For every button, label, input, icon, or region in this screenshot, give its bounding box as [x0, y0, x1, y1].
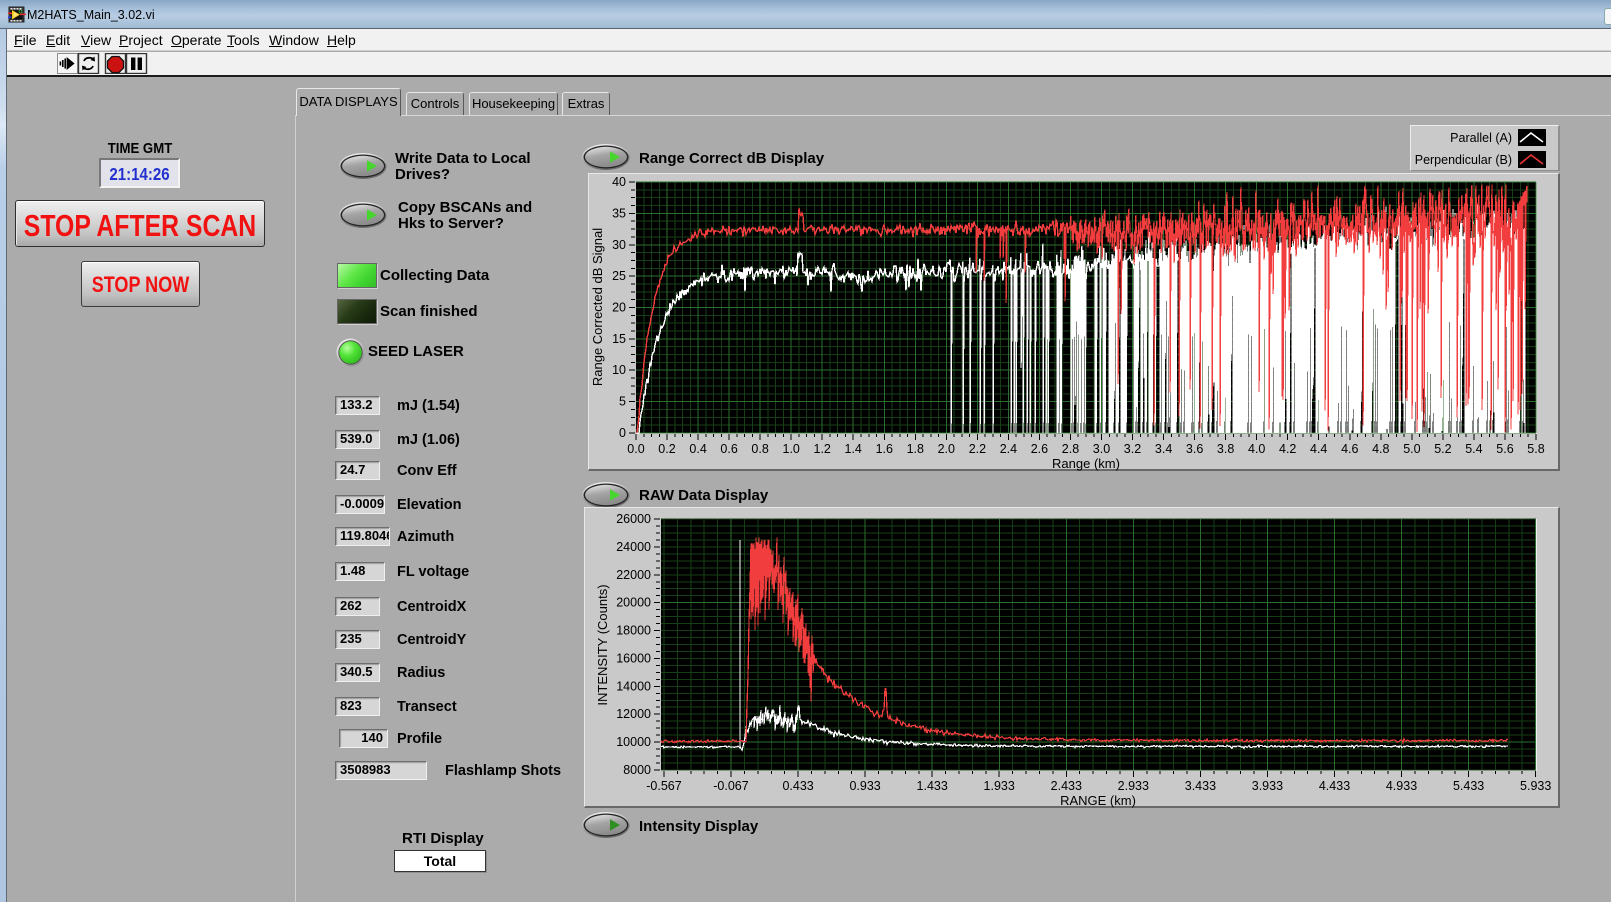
svg-text:2.933: 2.933 [1118, 779, 1149, 793]
svg-text:1.8: 1.8 [907, 442, 924, 456]
svg-text:18000: 18000 [616, 624, 651, 638]
svg-text:3.2: 3.2 [1124, 442, 1141, 456]
svg-text:2.2: 2.2 [969, 442, 986, 456]
svg-text:4.433: 4.433 [1319, 779, 1350, 793]
svg-text:0.933: 0.933 [849, 779, 880, 793]
svg-text:-0.567: -0.567 [646, 779, 681, 793]
svg-text:INTENSITY (Counts): INTENSITY (Counts) [595, 584, 610, 705]
svg-text:2.8: 2.8 [1062, 442, 1079, 456]
svg-text:5.0: 5.0 [1403, 442, 1420, 456]
svg-text:3.0: 3.0 [1093, 442, 1110, 456]
svg-text:5.933: 5.933 [1520, 779, 1551, 793]
svg-text:1.6: 1.6 [876, 442, 893, 456]
svg-text:1.0: 1.0 [783, 442, 800, 456]
svg-text:0.0: 0.0 [627, 442, 644, 456]
svg-text:3.8: 3.8 [1217, 442, 1234, 456]
svg-text:10: 10 [612, 363, 626, 377]
svg-text:0.4: 0.4 [689, 442, 706, 456]
svg-text:0.433: 0.433 [782, 779, 813, 793]
svg-text:10000: 10000 [616, 735, 651, 749]
svg-text:40: 40 [612, 175, 626, 189]
svg-text:3.6: 3.6 [1186, 442, 1203, 456]
svg-text:20: 20 [612, 301, 626, 315]
svg-text:0: 0 [619, 426, 626, 440]
svg-text:Range Corrected dB Signal: Range Corrected dB Signal [590, 228, 605, 386]
svg-text:5.2: 5.2 [1434, 442, 1451, 456]
svg-text:2.4: 2.4 [1000, 442, 1017, 456]
svg-text:2.0: 2.0 [938, 442, 955, 456]
svg-text:Range (km): Range (km) [1052, 456, 1120, 471]
svg-text:5: 5 [619, 395, 626, 409]
svg-text:RANGE (km): RANGE (km) [1060, 793, 1136, 808]
svg-text:2.433: 2.433 [1051, 779, 1082, 793]
svg-text:30: 30 [612, 238, 626, 252]
svg-text:3.4: 3.4 [1155, 442, 1172, 456]
svg-text:0.8: 0.8 [751, 442, 768, 456]
svg-text:5.8: 5.8 [1527, 442, 1544, 456]
svg-text:5.433: 5.433 [1453, 779, 1484, 793]
svg-text:16000: 16000 [616, 651, 651, 665]
svg-text:1.2: 1.2 [814, 442, 831, 456]
svg-text:15: 15 [612, 332, 626, 346]
svg-text:22000: 22000 [616, 568, 651, 582]
svg-text:26000: 26000 [616, 512, 651, 526]
svg-text:3.933: 3.933 [1252, 779, 1283, 793]
svg-text:2.6: 2.6 [1031, 442, 1048, 456]
svg-text:0.6: 0.6 [720, 442, 737, 456]
svg-text:4.2: 4.2 [1279, 442, 1296, 456]
svg-text:8000: 8000 [623, 763, 651, 777]
svg-text:35: 35 [612, 206, 626, 220]
svg-text:4.8: 4.8 [1372, 442, 1389, 456]
svg-text:5.6: 5.6 [1496, 442, 1513, 456]
svg-text:1.933: 1.933 [984, 779, 1015, 793]
svg-text:20000: 20000 [616, 596, 651, 610]
svg-text:14000: 14000 [616, 679, 651, 693]
svg-text:4.933: 4.933 [1386, 779, 1417, 793]
svg-text:0.2: 0.2 [658, 442, 675, 456]
svg-text:1.433: 1.433 [917, 779, 948, 793]
svg-text:5.4: 5.4 [1465, 442, 1482, 456]
svg-text:24000: 24000 [616, 540, 651, 554]
svg-text:4.4: 4.4 [1310, 442, 1327, 456]
svg-text:3.433: 3.433 [1185, 779, 1216, 793]
svg-text:4.6: 4.6 [1341, 442, 1358, 456]
svg-text:12000: 12000 [616, 707, 651, 721]
svg-text:25: 25 [612, 269, 626, 283]
svg-text:4.0: 4.0 [1248, 442, 1265, 456]
svg-text:1.4: 1.4 [845, 442, 862, 456]
svg-text:-0.067: -0.067 [713, 779, 748, 793]
